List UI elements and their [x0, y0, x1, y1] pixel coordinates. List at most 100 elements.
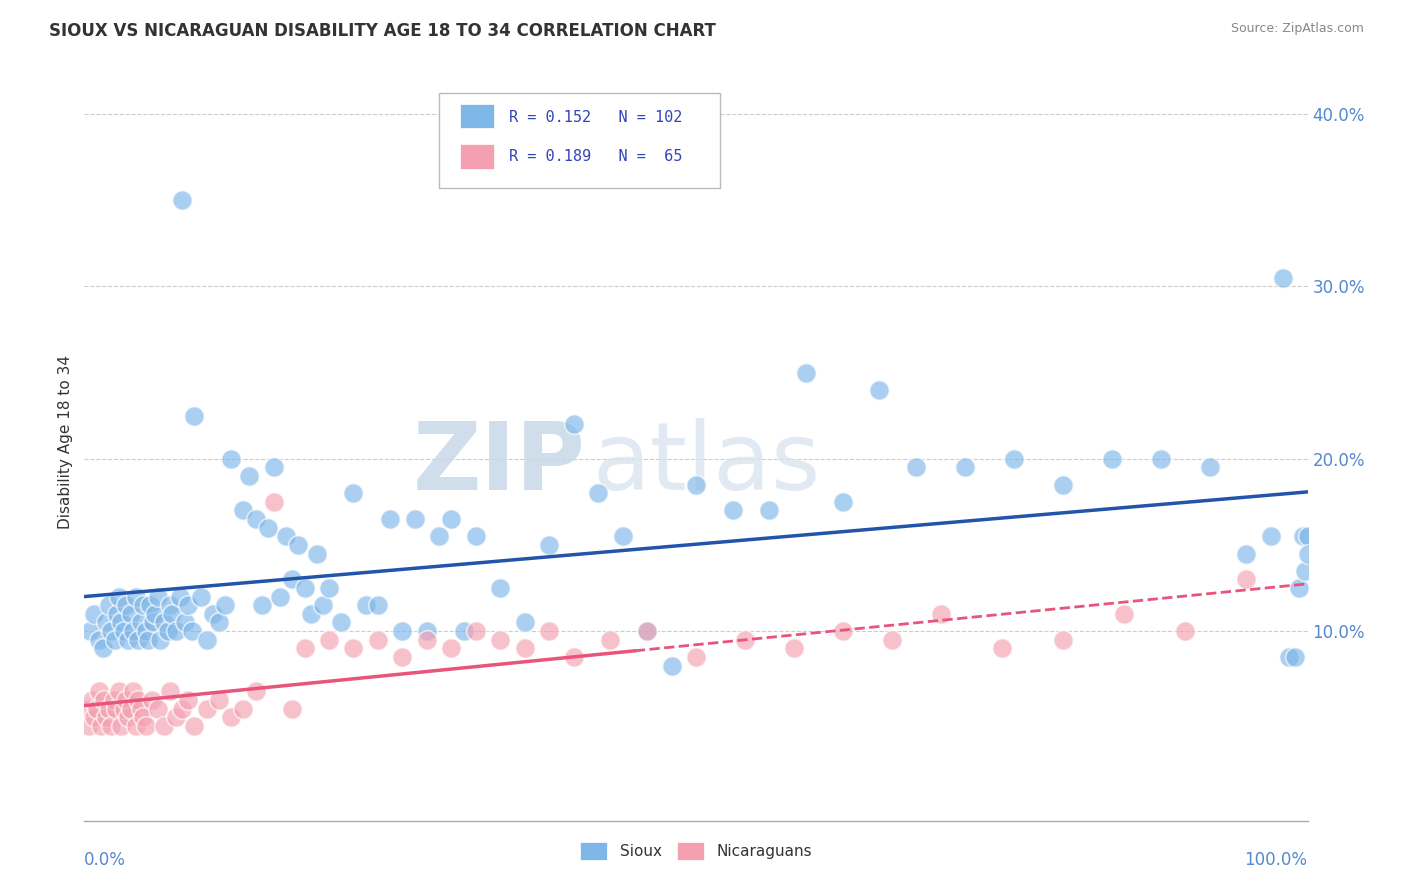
Point	[115, 599, 138, 613]
Point	[156, 624, 179, 639]
Point	[391, 624, 413, 639]
Point	[112, 701, 135, 715]
Point	[263, 460, 285, 475]
Point	[880, 632, 903, 647]
Point	[305, 547, 328, 561]
Point	[169, 590, 191, 604]
Point	[380, 512, 402, 526]
Text: atlas: atlas	[592, 418, 820, 510]
Point	[201, 607, 224, 621]
Point	[440, 641, 463, 656]
Point	[87, 632, 110, 647]
Point	[636, 624, 658, 639]
Point	[177, 693, 200, 707]
Point	[83, 607, 105, 621]
Point	[783, 641, 806, 656]
Point	[245, 684, 267, 698]
Point	[1236, 547, 1258, 561]
Point	[165, 710, 187, 724]
Point	[562, 649, 585, 664]
Point	[79, 624, 101, 639]
Point	[195, 701, 218, 715]
Point	[1278, 649, 1301, 664]
Point	[427, 529, 450, 543]
FancyBboxPatch shape	[460, 145, 494, 169]
Point	[1198, 460, 1220, 475]
Point	[183, 409, 205, 423]
Point	[135, 719, 157, 733]
Point	[208, 693, 231, 707]
Point	[117, 710, 139, 724]
Point	[440, 512, 463, 526]
Point	[294, 581, 316, 595]
Point	[586, 486, 609, 500]
Point	[183, 719, 205, 733]
Point	[1292, 529, 1315, 543]
Point	[489, 581, 512, 595]
Point	[1150, 451, 1173, 466]
Point	[141, 693, 163, 707]
Point	[136, 632, 159, 647]
Point	[929, 607, 952, 621]
Point	[269, 590, 291, 604]
Point	[238, 469, 260, 483]
Text: 0.0%: 0.0%	[84, 851, 127, 869]
Point	[294, 641, 316, 656]
Point	[100, 624, 122, 639]
Point	[562, 417, 585, 432]
Point	[905, 460, 928, 475]
Point	[685, 649, 707, 664]
Point	[120, 607, 142, 621]
Point	[330, 615, 353, 630]
Point	[1052, 477, 1074, 491]
Point	[105, 607, 128, 621]
Point	[153, 719, 176, 733]
Point	[127, 632, 149, 647]
Point	[1284, 649, 1306, 664]
Text: R = 0.189   N =  65: R = 0.189 N = 65	[509, 149, 682, 164]
Point	[97, 701, 120, 715]
Point	[162, 607, 184, 621]
Point	[1296, 529, 1319, 543]
Point	[636, 624, 658, 639]
Point	[367, 632, 389, 647]
Point	[734, 632, 756, 647]
Point	[464, 624, 486, 639]
Point	[83, 710, 105, 724]
Point	[263, 495, 285, 509]
Point	[91, 641, 114, 656]
Point	[80, 693, 103, 707]
Point	[105, 701, 128, 715]
Point	[612, 529, 634, 543]
Point	[76, 701, 98, 715]
Point	[139, 599, 162, 613]
Point	[391, 649, 413, 664]
FancyBboxPatch shape	[460, 104, 494, 128]
Point	[991, 641, 1014, 656]
Point	[661, 658, 683, 673]
Point	[159, 684, 181, 698]
Point	[1260, 529, 1282, 543]
Text: Source: ZipAtlas.com: Source: ZipAtlas.com	[1230, 22, 1364, 36]
Point	[107, 684, 129, 698]
Point	[367, 599, 389, 613]
Point	[190, 590, 212, 604]
Point	[132, 710, 155, 724]
Point	[1002, 451, 1025, 466]
Point	[142, 615, 165, 630]
Legend: Sioux, Nicaraguans: Sioux, Nicaraguans	[574, 836, 818, 866]
Point	[318, 632, 340, 647]
Point	[685, 477, 707, 491]
Point	[214, 599, 236, 613]
Point	[219, 710, 242, 724]
Point	[599, 632, 621, 647]
Point	[153, 615, 176, 630]
Point	[100, 719, 122, 733]
Point	[122, 684, 145, 698]
Point	[464, 529, 486, 543]
Point	[146, 701, 169, 715]
Point	[127, 693, 149, 707]
Point	[831, 495, 853, 509]
Point	[404, 512, 426, 526]
Point	[257, 521, 280, 535]
